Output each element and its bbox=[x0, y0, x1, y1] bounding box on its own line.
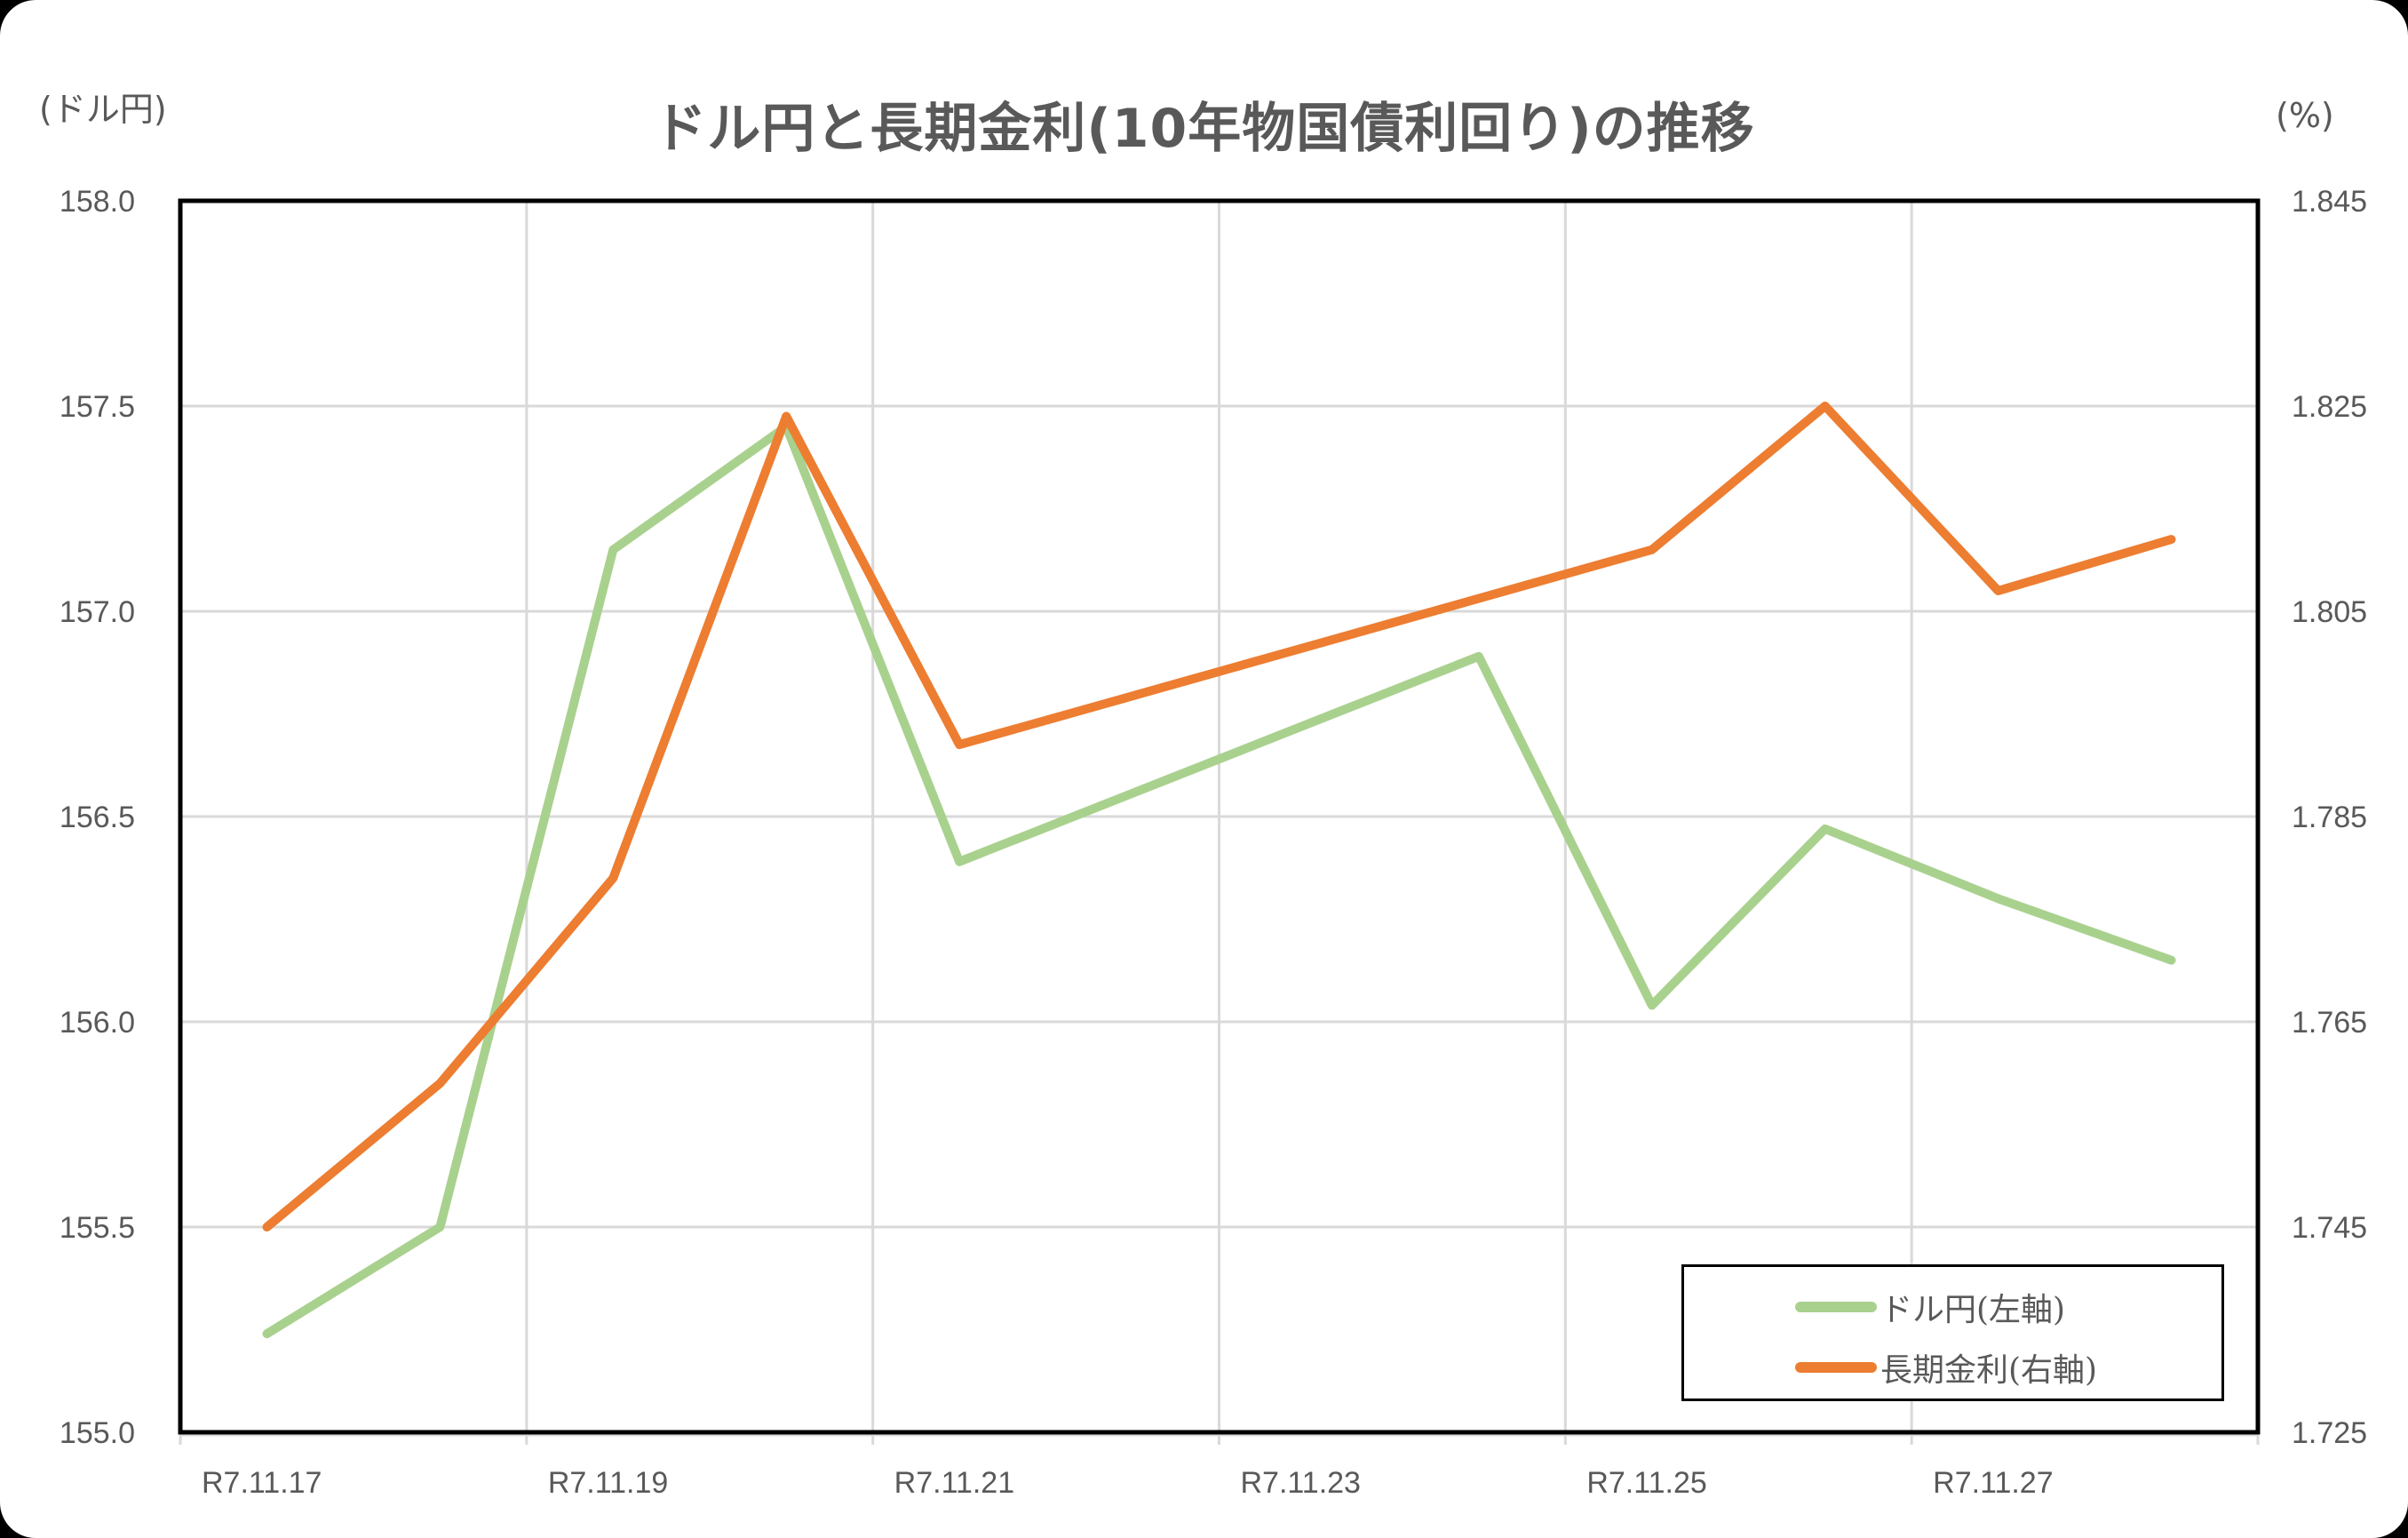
x-tick-label: R7.11.17 bbox=[202, 1466, 322, 1500]
x-tick-label: R7.11.23 bbox=[1241, 1466, 1361, 1500]
x-tick-label: R7.11.27 bbox=[1933, 1466, 2053, 1500]
usdjpy-line bbox=[262, 422, 2176, 1339]
right-tick-label: 1.825 bbox=[2292, 390, 2367, 424]
legend-label: 長期金利(右軸) bbox=[1880, 1352, 2098, 1389]
data-series bbox=[262, 402, 2176, 1339]
legend-swatch-orange bbox=[1795, 1362, 1877, 1373]
x-tick-label: R7.11.25 bbox=[1586, 1466, 1706, 1500]
left-axis-unit: (ドル円) bbox=[39, 90, 167, 129]
left-tick-label: 156.5 bbox=[60, 801, 135, 834]
right-axis-ticks: 1.845 1.825 1.805 1.785 1.765 1.745 1.725 bbox=[2292, 185, 2367, 1450]
right-axis-unit: (%) bbox=[2276, 96, 2334, 135]
right-tick-label: 1.805 bbox=[2292, 595, 2367, 629]
right-tick-label: 1.745 bbox=[2292, 1211, 2367, 1245]
left-axis-ticks: 158.0 157.5 157.0 156.5 156.0 155.5 155.0 bbox=[60, 185, 135, 1450]
legend-swatch-green bbox=[1795, 1302, 1877, 1312]
right-tick-label: 1.765 bbox=[2292, 1006, 2367, 1040]
chart-title: ドル円と長期金利(10年物国債利回り)の推移 bbox=[653, 98, 1755, 160]
left-tick-label: 158.0 bbox=[60, 185, 135, 219]
plot-area-border bbox=[178, 198, 2261, 1435]
left-tick-label: 156.0 bbox=[60, 1006, 135, 1040]
x-axis-ticks: R7.11.17 R7.11.19 R7.11.21 R7.11.23 R7.11.25… bbox=[202, 1466, 2054, 1500]
left-tick-label: 157.5 bbox=[60, 390, 135, 424]
gridlines bbox=[179, 201, 2260, 1445]
legend-label: ドル円(左軸) bbox=[1880, 1292, 2066, 1328]
right-tick-label: 1.845 bbox=[2292, 185, 2367, 219]
legend-item-usdjpy: ドル円(左軸) bbox=[1795, 1280, 2065, 1334]
x-tick-label: R7.11.21 bbox=[894, 1466, 1014, 1500]
x-tick-label: R7.11.19 bbox=[548, 1466, 668, 1500]
legend-item-jgb-yield: 長期金利(右軸) bbox=[1795, 1341, 2097, 1394]
left-tick-label: 157.0 bbox=[60, 595, 135, 629]
right-tick-label: 1.785 bbox=[2292, 801, 2367, 834]
left-tick-label: 155.5 bbox=[60, 1211, 135, 1245]
legend: ドル円(左軸) 長期金利(右軸) bbox=[1681, 1264, 2224, 1401]
right-tick-label: 1.725 bbox=[2292, 1416, 2367, 1450]
left-tick-label: 155.0 bbox=[60, 1416, 135, 1450]
jgb-yield-line bbox=[262, 402, 2176, 1231]
